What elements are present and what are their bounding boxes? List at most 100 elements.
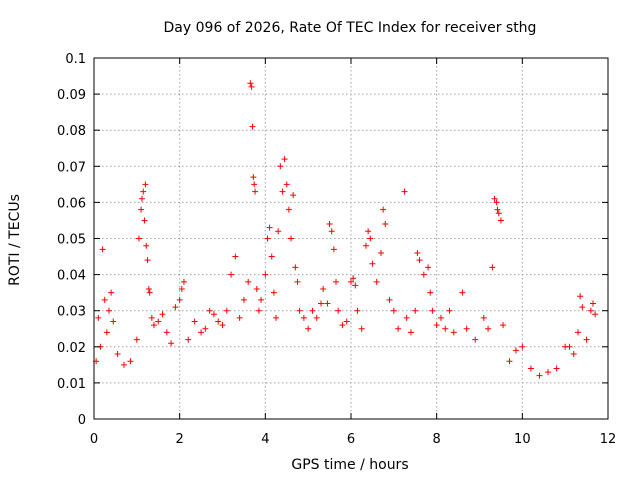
data-point <box>253 286 260 293</box>
data-point <box>296 307 303 314</box>
data-point <box>446 307 453 314</box>
data-point <box>228 271 235 278</box>
data-point <box>114 351 121 358</box>
data-point <box>570 351 577 358</box>
data-point <box>328 228 335 235</box>
data-point <box>176 296 183 303</box>
data-point <box>140 188 147 195</box>
data-point <box>270 289 277 296</box>
data-point <box>579 304 586 311</box>
data-point <box>506 358 513 365</box>
data-point <box>245 278 252 285</box>
data-point <box>352 282 359 289</box>
y-tick-label: 0.02 <box>57 341 86 356</box>
data-point <box>277 163 284 170</box>
data-point <box>414 249 421 256</box>
data-point <box>459 289 466 296</box>
data-point <box>365 228 372 235</box>
data-point <box>101 296 108 303</box>
data-point <box>292 264 299 271</box>
data-point <box>425 264 432 271</box>
data-point <box>266 224 273 231</box>
y-tick-label: 0.01 <box>57 377 86 392</box>
data-point <box>485 325 492 332</box>
data-point <box>309 307 316 314</box>
data-point <box>412 307 419 314</box>
data-point <box>191 318 198 325</box>
data-point <box>249 123 256 130</box>
data-point <box>494 206 501 213</box>
data-point <box>536 372 543 379</box>
y-tick-label: 0.04 <box>57 269 86 284</box>
data-point <box>362 242 369 249</box>
data-point <box>120 361 127 368</box>
data-point <box>545 369 552 376</box>
data-point <box>178 286 185 293</box>
data-point <box>288 235 295 242</box>
data-point <box>138 195 145 202</box>
data-point <box>281 156 288 163</box>
data-point <box>437 314 444 321</box>
data-point <box>407 329 414 336</box>
y-tick-label: 0.05 <box>57 233 86 248</box>
data-point <box>148 314 155 321</box>
grid-lines <box>94 58 608 419</box>
data-point <box>141 217 148 224</box>
data-point <box>343 318 350 325</box>
data-point <box>450 329 457 336</box>
data-point <box>330 246 337 253</box>
data-point <box>150 322 157 329</box>
data-point <box>519 343 526 350</box>
data-point <box>268 253 275 260</box>
data-point <box>401 188 408 195</box>
data-point <box>215 318 222 325</box>
y-tick-label: 0.1 <box>65 52 86 67</box>
x-tick-label: 8 <box>433 432 441 447</box>
x-tick-label: 4 <box>261 432 269 447</box>
data-point <box>144 257 151 264</box>
x-tick-labels: 0 2 4 6 8 10 12 <box>90 432 616 447</box>
data-point <box>354 307 361 314</box>
x-tick-label: 12 <box>600 432 617 447</box>
data-point <box>358 325 365 332</box>
data-point <box>350 275 357 282</box>
data-point <box>386 296 393 303</box>
data-point <box>566 343 573 350</box>
x-tick-label: 10 <box>514 432 531 447</box>
data-point <box>395 325 402 332</box>
data-point <box>110 318 117 325</box>
data-point <box>240 296 247 303</box>
data-point <box>575 329 582 336</box>
data-point <box>326 221 333 228</box>
data-point <box>236 314 243 321</box>
data-point <box>210 311 217 318</box>
y-tick-label: 0.03 <box>57 305 86 320</box>
data-point <box>294 278 301 285</box>
data-point <box>127 358 134 365</box>
y-tick-label: 0 <box>78 413 86 428</box>
data-point <box>219 322 226 329</box>
data-point <box>553 365 560 372</box>
data-point <box>142 181 149 188</box>
data-point <box>433 322 440 329</box>
data-point <box>472 336 479 343</box>
y-tick-labels: 0 0.01 0.02 0.03 0.04 0.05 0.06 0.07 0.08 0.09 0.1 <box>57 52 86 428</box>
data-point <box>168 340 175 347</box>
chart-title: Day 096 of 2026, Rate Of TEC Index for r… <box>164 20 537 36</box>
data-point <box>491 195 498 202</box>
data-point <box>250 174 257 181</box>
data-point <box>95 314 102 321</box>
x-axis-label: GPS time / hours <box>291 457 408 473</box>
data-point <box>493 199 500 206</box>
data-point <box>133 336 140 343</box>
data-point <box>273 314 280 321</box>
data-point <box>105 307 112 314</box>
y-tick-label: 0.07 <box>57 160 86 175</box>
data-point <box>143 242 150 249</box>
data-point <box>185 336 192 343</box>
data-point <box>377 249 384 256</box>
data-point <box>262 271 269 278</box>
data-point <box>592 311 599 318</box>
y-tick-label: 0.09 <box>57 88 86 103</box>
data-point <box>335 307 342 314</box>
